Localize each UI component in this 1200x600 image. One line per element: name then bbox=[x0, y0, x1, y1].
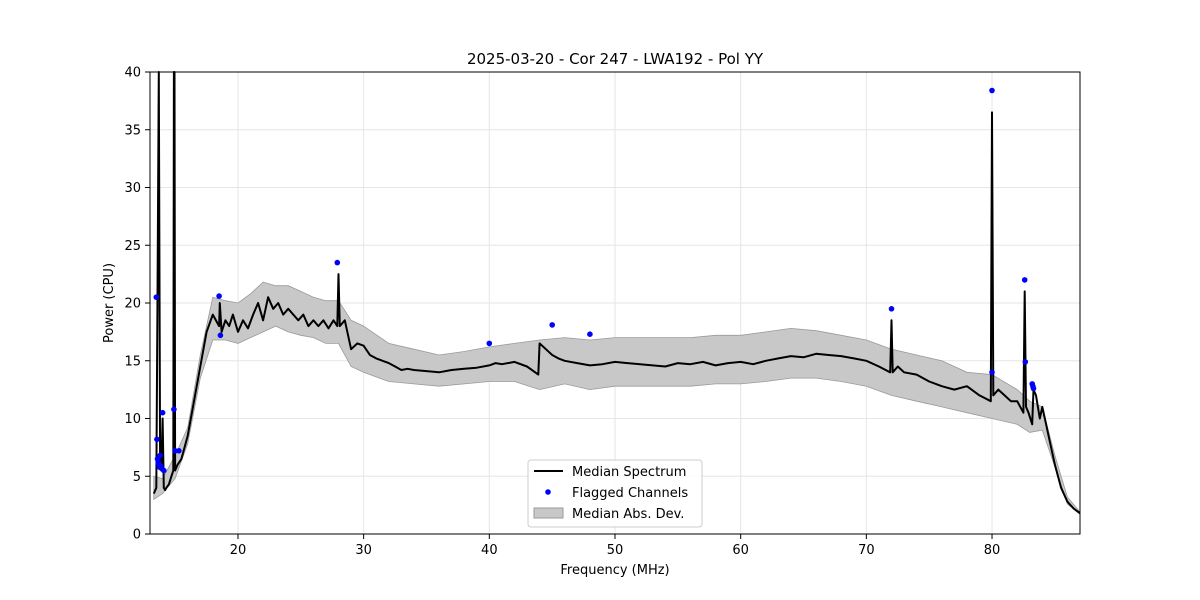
flagged-channel-point bbox=[176, 448, 182, 454]
flagged-channel-point bbox=[154, 436, 160, 443]
y-tick-label: 40 bbox=[124, 66, 141, 81]
legend-flagged-swatch bbox=[545, 489, 551, 495]
y-tick-label: 15 bbox=[124, 354, 141, 369]
x-tick-label: 40 bbox=[481, 543, 498, 558]
flagged-channel-point bbox=[989, 87, 995, 94]
flagged-channel-point bbox=[486, 340, 493, 347]
x-tick-label: 60 bbox=[732, 543, 749, 558]
y-tick-label: 30 bbox=[124, 181, 141, 196]
median-spectrum-line bbox=[152, 71, 1081, 515]
flagged-channel-point bbox=[171, 406, 177, 413]
legend-median-label: Median Spectrum bbox=[572, 465, 686, 480]
flagged-channel-point bbox=[549, 322, 555, 328]
x-tick-label: 30 bbox=[355, 543, 372, 558]
legend-flagged-label: Flagged Channels bbox=[572, 486, 688, 501]
y-tick-label: 20 bbox=[124, 297, 141, 312]
flagged-channel-point bbox=[216, 293, 222, 299]
flagged-channel-point bbox=[161, 467, 167, 474]
flagged-channel-point bbox=[157, 452, 163, 459]
y-tick-label: 35 bbox=[124, 123, 141, 138]
y-tick-label: 10 bbox=[124, 412, 141, 427]
flagged-channel-point bbox=[334, 259, 341, 266]
x-tick-label: 20 bbox=[230, 543, 247, 558]
y-axis-label: Power (CPU) bbox=[102, 263, 117, 343]
flagged-channel-point bbox=[587, 331, 593, 338]
flagged-points-layer bbox=[153, 87, 1037, 474]
flagged-channel-point bbox=[989, 369, 995, 376]
flagged-channel-point bbox=[888, 306, 895, 312]
flagged-channel-point bbox=[153, 294, 160, 301]
y-axis-ticks: 0 5 10 15 20 25 30 35 40 bbox=[124, 66, 150, 543]
x-tick-label: 80 bbox=[984, 543, 1001, 558]
x-axis-ticks: 20 30 40 50 60 70 80 bbox=[230, 534, 1001, 558]
flagged-channel-point bbox=[217, 332, 224, 339]
legend-mad-label: Median Abs. Dev. bbox=[572, 507, 684, 522]
flagged-channel-point bbox=[1021, 277, 1028, 283]
x-axis-label: Frequency (MHz) bbox=[560, 563, 669, 578]
y-tick-label: 25 bbox=[124, 239, 141, 254]
legend-mad-swatch bbox=[533, 507, 564, 519]
legend-box bbox=[527, 459, 703, 528]
y-tick-label: 5 bbox=[133, 470, 141, 485]
median-line-layer bbox=[152, 71, 1081, 515]
flagged-channel-point bbox=[1022, 359, 1029, 365]
x-tick-label: 70 bbox=[858, 543, 875, 558]
y-tick-label: 0 bbox=[133, 528, 141, 543]
flagged-channel-point bbox=[1030, 385, 1037, 392]
flagged-channel-point bbox=[159, 409, 166, 416]
x-tick-label: 50 bbox=[607, 543, 624, 558]
legend: Median Spectrum Flagged Channels Median … bbox=[527, 459, 703, 528]
chart-title: 2025-03-20 - Cor 247 - LWA192 - Pol YY bbox=[467, 50, 764, 68]
